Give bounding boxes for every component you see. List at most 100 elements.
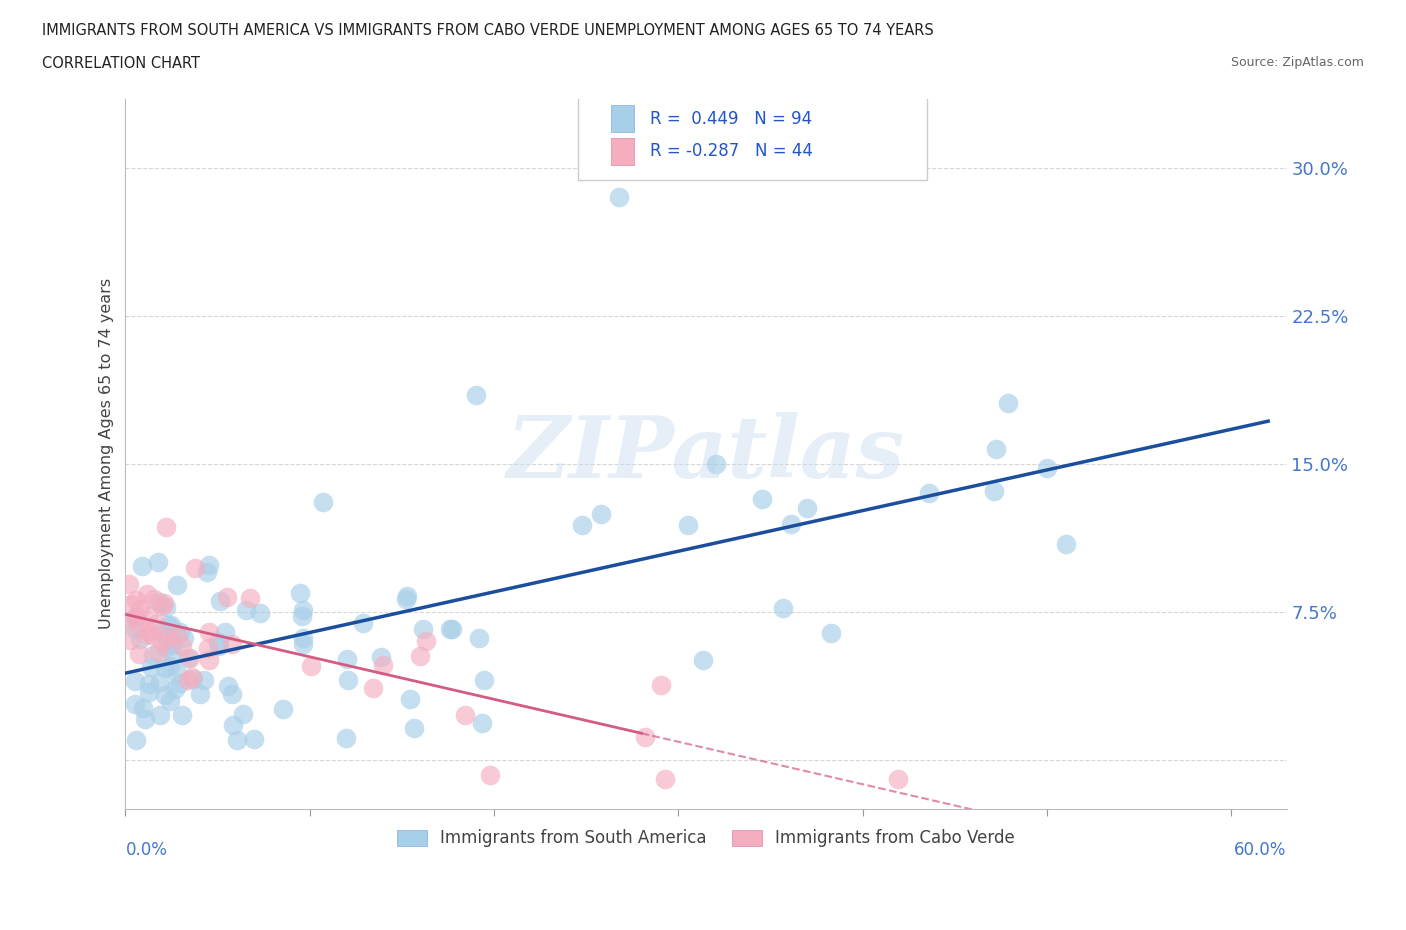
Point [118, 614, 141, 629]
Point [162, 637, 184, 652]
Point [166, 666, 188, 681]
Point [887, 772, 910, 787]
Point [291, 608, 314, 623]
Y-axis label: Unemployment Among Ages 65 to 74 years: Unemployment Among Ages 65 to 74 years [100, 278, 114, 630]
Point [136, 587, 159, 602]
Point [335, 652, 357, 667]
Point [159, 618, 181, 632]
Point [454, 708, 477, 723]
Point [183, 560, 205, 575]
Point [217, 590, 239, 604]
Point [412, 622, 434, 637]
Point [156, 618, 179, 632]
Point [221, 636, 243, 651]
Point [214, 624, 236, 639]
Point [464, 387, 486, 402]
Text: Source: ZipAtlas.com: Source: ZipAtlas.com [1230, 56, 1364, 69]
Point [173, 631, 195, 645]
Point [125, 733, 148, 748]
Point [128, 646, 150, 661]
Point [146, 554, 169, 569]
Point [395, 589, 418, 604]
Point [155, 639, 177, 654]
Point [138, 684, 160, 699]
Point [118, 577, 141, 591]
Point [166, 578, 188, 592]
Point [160, 645, 183, 660]
Point [235, 603, 257, 618]
Point [820, 626, 842, 641]
Point [1036, 460, 1059, 475]
Point [134, 711, 156, 726]
Point [172, 638, 194, 653]
Point [149, 674, 172, 689]
Point [370, 649, 392, 664]
Point [650, 678, 672, 693]
Point [159, 694, 181, 709]
Point [337, 672, 360, 687]
Point [415, 633, 437, 648]
Point [138, 677, 160, 692]
Point [142, 647, 165, 662]
Point [634, 729, 657, 744]
Point [153, 661, 176, 676]
Point [136, 624, 159, 639]
Point [181, 670, 204, 684]
Point [155, 519, 177, 534]
Point [153, 687, 176, 702]
FancyBboxPatch shape [610, 138, 634, 165]
Point [131, 559, 153, 574]
Point [124, 610, 146, 625]
Point [226, 733, 249, 748]
Point [232, 706, 254, 721]
Point [124, 673, 146, 688]
Point [291, 636, 314, 651]
Point [312, 495, 335, 510]
Legend: Immigrants from South America, Immigrants from Cabo Verde: Immigrants from South America, Immigrant… [391, 822, 1022, 854]
Point [609, 190, 631, 205]
Point [471, 715, 494, 730]
Point [692, 652, 714, 667]
Point [197, 624, 219, 639]
Point [751, 492, 773, 507]
Point [177, 672, 200, 687]
Point [138, 607, 160, 622]
Point [439, 622, 461, 637]
Point [474, 673, 496, 688]
Point [271, 702, 294, 717]
Text: R =  0.449   N = 94: R = 0.449 N = 94 [651, 110, 813, 127]
Point [125, 609, 148, 624]
Point [361, 681, 384, 696]
Point [148, 595, 170, 610]
Text: ZIPatlas: ZIPatlas [508, 412, 905, 496]
Point [197, 653, 219, 668]
Point [208, 639, 231, 654]
Point [145, 617, 167, 631]
Point [335, 730, 357, 745]
Text: 60.0%: 60.0% [1234, 841, 1286, 859]
Point [221, 686, 243, 701]
Point [207, 634, 229, 649]
Point [125, 593, 148, 608]
Point [654, 772, 676, 787]
Point [146, 644, 169, 659]
Point [166, 627, 188, 642]
FancyBboxPatch shape [610, 105, 634, 132]
Point [441, 621, 464, 636]
Point [195, 565, 218, 579]
Point [291, 631, 314, 645]
Point [150, 599, 173, 614]
Text: 0.0%: 0.0% [125, 841, 167, 859]
Point [772, 601, 794, 616]
Point [249, 606, 271, 621]
Point [402, 721, 425, 736]
Point [127, 616, 149, 631]
Point [143, 591, 166, 606]
Point [157, 630, 180, 644]
Point [172, 708, 194, 723]
Point [165, 682, 187, 697]
Point [704, 457, 727, 472]
FancyBboxPatch shape [578, 95, 927, 180]
Point [209, 593, 232, 608]
Text: R = -0.287   N = 44: R = -0.287 N = 44 [651, 142, 813, 160]
